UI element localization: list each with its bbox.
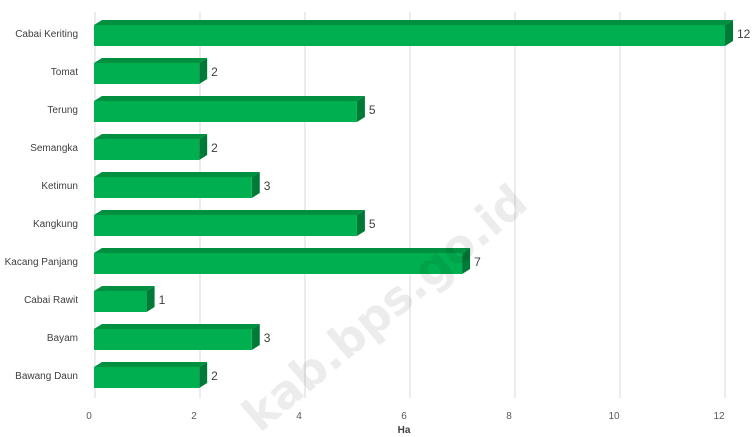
x-tick-label-6: 6: [401, 411, 407, 422]
category-label-cabai-keriting: Cabai Keriting: [15, 29, 78, 40]
bar-kangkung: [94, 210, 365, 236]
data-label-semangka: 2: [211, 141, 218, 155]
bar-bawang-daun: [94, 362, 208, 388]
data-label-cabai-keriting: 12: [737, 27, 751, 41]
category-label-kacang-panjang: Kacang Panjang: [5, 257, 78, 268]
data-label-kangkung: 5: [369, 217, 376, 231]
data-label-terung: 5: [369, 103, 376, 117]
bar-semangka: [94, 134, 208, 160]
x-tick-label-8: 8: [506, 411, 512, 422]
data-labels: 12 2 5 2 3 5 7 1 3 2: [159, 27, 751, 383]
bar-bayam: [94, 324, 260, 350]
x-tick-label-2: 2: [191, 411, 197, 422]
data-label-kacang-panjang: 7: [474, 255, 481, 269]
x-axis-title: Ha: [398, 425, 411, 436]
category-label-tomat: Tomat: [51, 67, 78, 78]
x-tick-label-0: 0: [86, 411, 92, 422]
bar-tomat: [94, 58, 208, 84]
bar-kacang-panjang: [94, 248, 471, 274]
bar-cabai-rawit: [94, 286, 155, 312]
category-label-kangkung: Kangkung: [33, 219, 78, 230]
category-label-semangka: Semangka: [30, 143, 78, 154]
bar-terung: [94, 96, 365, 122]
data-label-bawang-daun: 2: [211, 369, 218, 383]
category-label-terung: Terung: [47, 105, 78, 116]
data-label-bayam: 3: [264, 331, 271, 345]
category-label-cabai-rawit: Cabai Rawit: [24, 295, 78, 306]
x-tick-labels: 0 2 4 6 8 10 12: [86, 411, 725, 422]
category-label-ketimun: Ketimun: [41, 181, 78, 192]
x-tick-label-4: 4: [296, 411, 302, 422]
category-labels: Cabai Keriting Tomat Terung Semangka Ketimun…: [5, 29, 79, 382]
data-label-ketimun: 3: [264, 179, 271, 193]
data-label-cabai-rawit: 1: [159, 293, 166, 307]
x-tick-label-12: 12: [713, 411, 725, 422]
category-label-bayam: Bayam: [47, 333, 78, 344]
bar-ketimun: [94, 172, 260, 198]
data-label-tomat: 2: [211, 65, 218, 79]
x-tick-label-10: 10: [608, 411, 620, 422]
category-label-bawang-daun: Bawang Daun: [15, 371, 78, 382]
bars: [94, 20, 733, 388]
bar-cabai-keriting: [94, 20, 733, 46]
